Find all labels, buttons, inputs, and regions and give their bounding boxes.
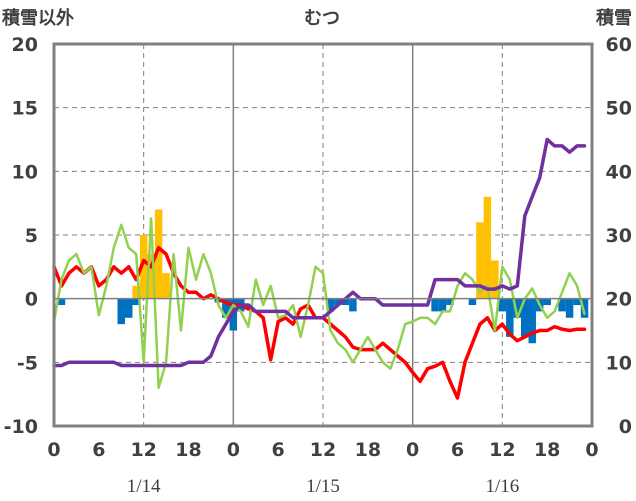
hour-tick-label: 18 bbox=[175, 439, 201, 461]
gridlines bbox=[54, 44, 592, 426]
series-lines bbox=[52, 137, 587, 400]
snow_depth_change-bar bbox=[341, 298, 350, 306]
bars bbox=[57, 196, 589, 344]
snow_depth_change-bar bbox=[521, 298, 529, 337]
chart-title: むつ bbox=[304, 8, 340, 29]
snow_depth_change-bar bbox=[57, 298, 66, 306]
hour-tick-label: 6 bbox=[451, 439, 464, 461]
snowfall-bar bbox=[147, 254, 155, 299]
plot-frame bbox=[52, 42, 594, 428]
date-label: 1/14 bbox=[127, 476, 161, 497]
hour-tick-label: 0 bbox=[585, 439, 598, 461]
snow_depth_change-bar bbox=[528, 298, 536, 344]
snowfall-bar bbox=[139, 235, 148, 299]
wind-line bbox=[52, 217, 586, 390]
snow_depth_change-bar bbox=[222, 298, 230, 318]
snow_depth_change-bar bbox=[349, 298, 357, 312]
snow_depth_change-bar bbox=[543, 298, 551, 306]
hour-tick-label: 12 bbox=[130, 439, 156, 461]
hour-tick-label: 0 bbox=[406, 439, 419, 461]
left-tick-label: 5 bbox=[25, 225, 38, 247]
snowfall-bar bbox=[483, 196, 492, 299]
hour-tick-label: 18 bbox=[355, 439, 381, 461]
snowfall-bar bbox=[154, 209, 163, 299]
snowfall-bar bbox=[476, 222, 484, 299]
right-tick-label: 50 bbox=[606, 98, 632, 120]
plot-border bbox=[52, 42, 594, 428]
right-tick-label: 60 bbox=[606, 34, 632, 56]
snow_depth_change-bar bbox=[565, 298, 574, 318]
snow_depth_change-bar bbox=[506, 298, 514, 337]
hour-tick-label: 0 bbox=[47, 439, 60, 461]
hour-tick-label: 6 bbox=[272, 439, 285, 461]
snow_depth_change-bar bbox=[446, 298, 454, 306]
snowfall-bar bbox=[491, 260, 499, 299]
hour-tick-label: 12 bbox=[489, 439, 515, 461]
snow_depth_change-bar bbox=[513, 298, 522, 318]
snow_depth_change-bar bbox=[438, 298, 447, 312]
hour-tick-label: 6 bbox=[92, 439, 105, 461]
snow_depth_change-bar bbox=[132, 298, 140, 306]
hour-tick-label: 18 bbox=[534, 439, 560, 461]
right-tick-label: 40 bbox=[606, 161, 632, 183]
left-axis-label: 積雪以外 bbox=[1, 7, 74, 29]
left-tick-label: -10 bbox=[4, 416, 38, 438]
left-tick-label: 20 bbox=[12, 34, 38, 56]
snow_depth_change-bar bbox=[498, 298, 507, 312]
snow_depth_change-bar bbox=[580, 298, 589, 318]
snowfall-bar bbox=[132, 285, 140, 299]
right-tick-label: 10 bbox=[606, 352, 632, 374]
right-tick-label: 0 bbox=[619, 416, 632, 438]
snow_depth_change-bar bbox=[558, 298, 566, 312]
snow_depth_change-bar bbox=[124, 298, 133, 318]
hour-tick-label: 12 bbox=[310, 439, 336, 461]
left-tick-label: 0 bbox=[25, 289, 38, 311]
snowfall-bar bbox=[162, 273, 170, 299]
snow_depth_change-bar bbox=[431, 298, 439, 312]
right-tick-label: 30 bbox=[606, 225, 632, 247]
left-tick-label: 10 bbox=[12, 161, 38, 183]
left-tick-label: 15 bbox=[12, 98, 38, 120]
hour-tick-label: 0 bbox=[227, 439, 240, 461]
snow_depth_change-bar bbox=[117, 298, 125, 325]
snow_depth_change-bar bbox=[334, 298, 342, 306]
left-tick-label: -5 bbox=[17, 352, 38, 374]
date-label: 1/15 bbox=[306, 476, 340, 497]
snow_depth_change-bar bbox=[326, 298, 335, 312]
right-axis-label: 積雪 bbox=[595, 7, 632, 29]
snow_depth_change-bar bbox=[468, 298, 477, 306]
snow_depth_change-bar bbox=[573, 298, 581, 306]
date-label: 1/16 bbox=[485, 476, 519, 497]
snow_depth-line bbox=[52, 137, 587, 368]
right-tick-label: 20 bbox=[606, 289, 632, 311]
